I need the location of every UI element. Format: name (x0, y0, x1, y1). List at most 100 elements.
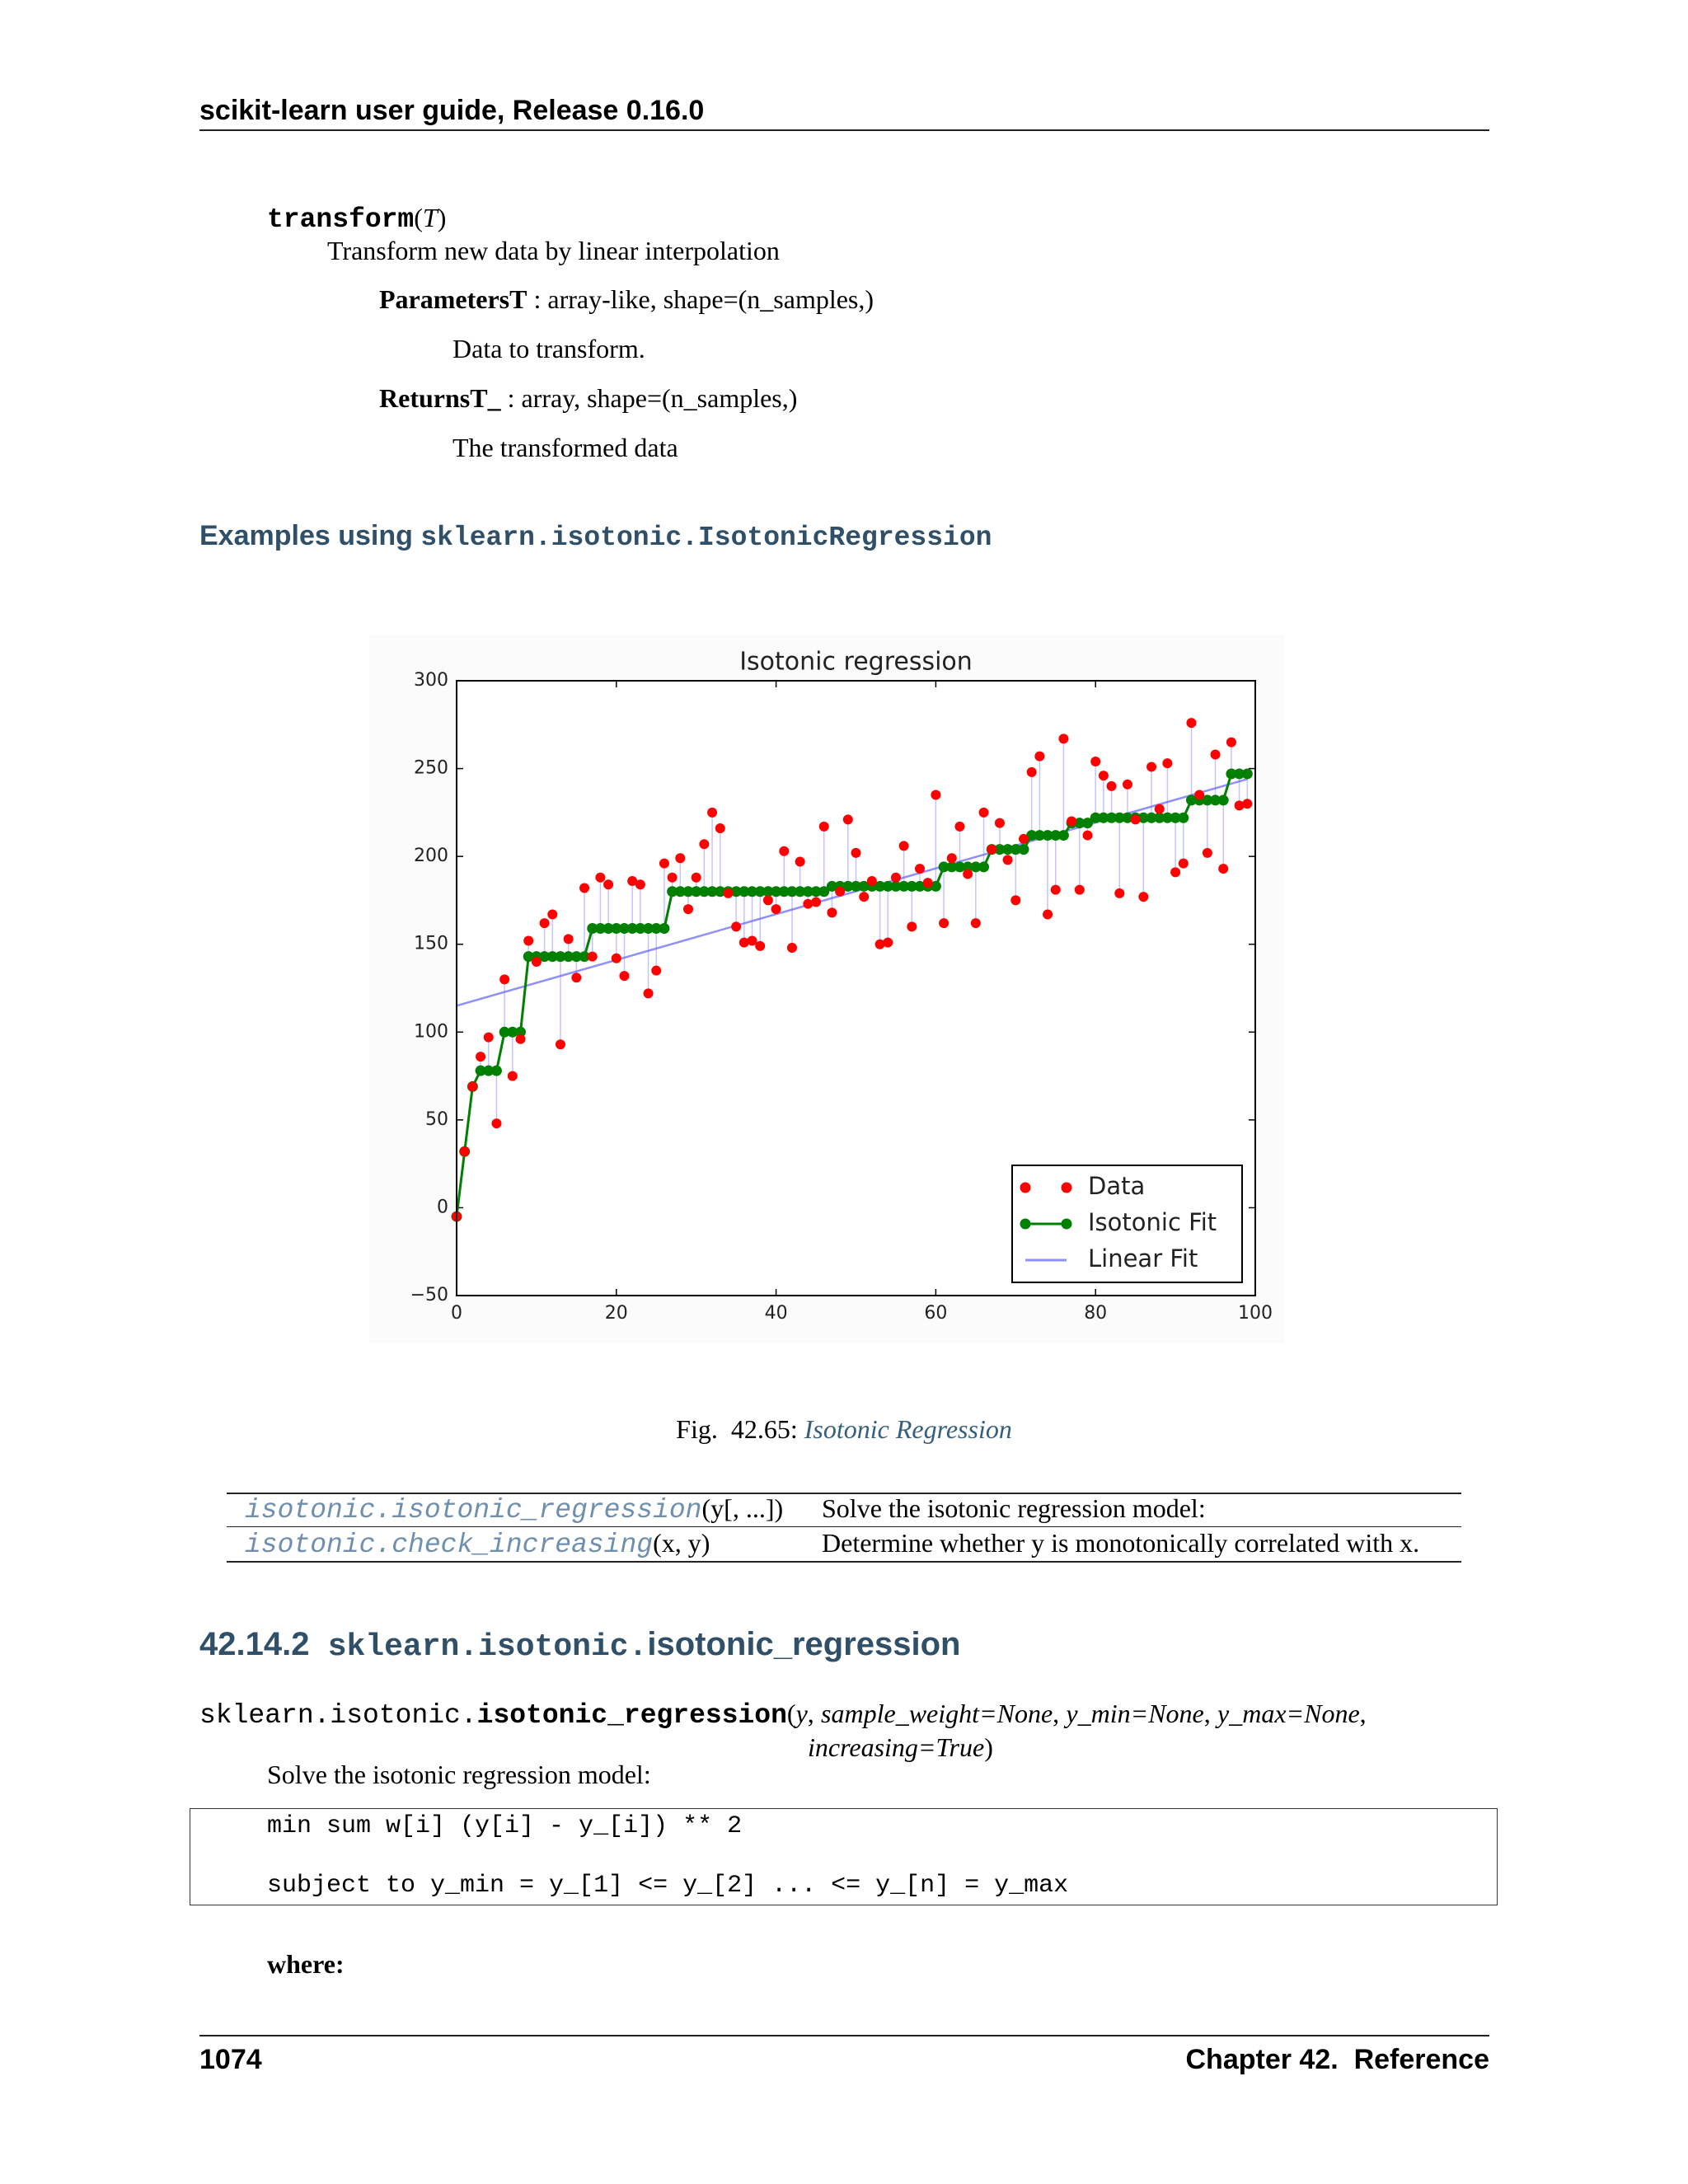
data-point (795, 856, 805, 867)
data-point (1161, 812, 1173, 823)
data-point (954, 861, 965, 873)
data-point (1242, 799, 1253, 809)
data-point (730, 886, 742, 898)
data-point (667, 886, 678, 898)
data-point (1026, 766, 1037, 777)
data-point (1010, 895, 1021, 906)
data-point (946, 861, 958, 873)
legend-marker (1020, 1218, 1031, 1230)
data-point (963, 869, 973, 879)
paren: ( (414, 203, 423, 232)
data-point (507, 1026, 518, 1038)
data-point (1178, 812, 1189, 823)
data-point (1114, 888, 1125, 898)
data-point (994, 818, 1005, 828)
y-tick-label: 250 (414, 758, 448, 779)
sep: , (1359, 1699, 1367, 1728)
data-point (1146, 762, 1157, 772)
table-desc: Solve the isotonic regression model: (822, 1493, 1206, 1523)
data-point (595, 872, 606, 883)
data-point (738, 937, 749, 948)
data-point (698, 886, 710, 898)
method-description: Transform new data by linear interpolati… (327, 236, 780, 265)
data-point (1043, 909, 1053, 920)
data-point (762, 895, 773, 906)
examples-target[interactable]: sklearn.isotonic.IsotonicRegression (420, 523, 992, 553)
table-args: (x, y) (653, 1528, 710, 1558)
legend-label: Data (1088, 1172, 1145, 1200)
data-point (978, 861, 990, 873)
data-point (1018, 844, 1029, 855)
data-point (786, 886, 798, 898)
data-point (1226, 768, 1237, 780)
data-point (1106, 812, 1118, 823)
data-point (1170, 812, 1181, 823)
data-point (1002, 855, 1013, 865)
table-rule (227, 1561, 1461, 1563)
data-point (611, 923, 622, 935)
data-point (1154, 812, 1165, 823)
table-func[interactable]: isotonic.isotonic_regression (245, 1495, 702, 1526)
sig-param: y (795, 1699, 808, 1728)
data-point (1058, 733, 1069, 744)
data-point (507, 1071, 518, 1081)
data-point (946, 853, 957, 864)
table-cell: isotonic.check_increasing(x, y) (245, 1530, 710, 1558)
data-point (1090, 812, 1101, 823)
data-point (858, 880, 870, 892)
data-point (1170, 867, 1181, 878)
data-point (890, 880, 902, 892)
table-args: (y[, ...]) (701, 1493, 784, 1523)
data-point (1234, 768, 1245, 780)
data-point (691, 872, 701, 883)
data-point (1218, 864, 1229, 874)
data-point (579, 883, 590, 893)
data-point (1074, 818, 1085, 829)
data-point (738, 886, 750, 898)
data-point (906, 880, 917, 892)
data-point (619, 971, 630, 982)
data-point (715, 823, 725, 834)
data-point (987, 844, 997, 855)
data-point (818, 886, 830, 898)
data-point (691, 886, 702, 898)
footer-rule (199, 2035, 1489, 2036)
data-point (818, 821, 829, 832)
legend-label: Linear Fit (1088, 1244, 1198, 1272)
data-point (1002, 844, 1014, 855)
data-point (1050, 884, 1061, 895)
y-tick-label: −50 (410, 1285, 448, 1305)
data-point (483, 1065, 495, 1076)
data-point (659, 923, 670, 935)
header-title: scikit-learn user guide, Release 0.16.0 (199, 95, 705, 126)
data-point (778, 886, 790, 898)
sig-module: sklearn.isotonic. (199, 1700, 477, 1731)
data-point (570, 951, 582, 963)
data-point (1226, 737, 1236, 748)
data-point (1137, 812, 1149, 823)
data-point (626, 923, 638, 935)
data-point (1202, 847, 1212, 858)
data-point (531, 957, 542, 968)
data-point (851, 880, 861, 892)
data-point (898, 841, 909, 851)
data-point (874, 880, 886, 892)
data-point (491, 1118, 502, 1129)
y-tick-label: 0 (437, 1197, 448, 1217)
caption-link[interactable]: Isotonic Regression (804, 1414, 1012, 1444)
data-point (467, 1081, 478, 1092)
data-point (1082, 830, 1093, 841)
data-point (571, 972, 582, 983)
code-line: min sum w[i] (y[i] - y_[i]) ** 2 (267, 1812, 743, 1840)
table-func[interactable]: isotonic.check_increasing (245, 1530, 654, 1560)
chart-title: Isotonic regression (739, 648, 973, 677)
data-point (994, 844, 1006, 855)
data-point (618, 923, 630, 935)
data-point (1106, 780, 1117, 791)
x-tick-label: 80 (1084, 1303, 1107, 1324)
data-point (978, 807, 989, 818)
examples-prefix: Examples using (199, 520, 413, 551)
page-number: 1074 (199, 2044, 262, 2075)
data-point (490, 1065, 502, 1076)
